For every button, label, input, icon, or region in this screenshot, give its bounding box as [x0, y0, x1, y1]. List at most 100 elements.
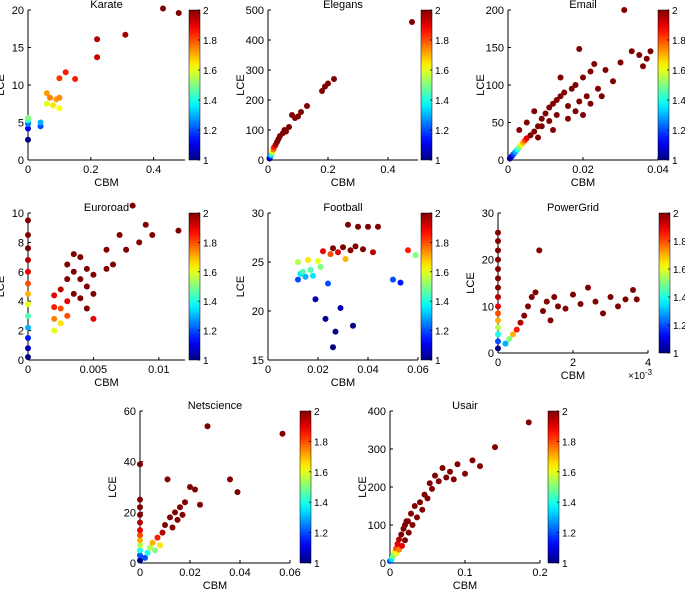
data-point — [137, 532, 143, 539]
colorbar-tick-label: 1.2 — [203, 126, 217, 137]
data-point — [432, 472, 438, 479]
data-point — [402, 537, 408, 544]
y-axis-label: LCE — [107, 476, 119, 497]
x-tick-label: 0 — [495, 357, 501, 369]
data-point — [502, 340, 509, 347]
data-point — [142, 221, 149, 228]
x-axis-label: CBM — [331, 177, 355, 189]
colorbar-tick-label: 1.8 — [672, 36, 685, 47]
data-point — [622, 296, 629, 303]
data-point — [443, 474, 450, 481]
data-point — [25, 301, 31, 308]
panel-email: 0 0.02 0.04 0 50 100 150 200 Email CBM LCE 1 1.2 1.4 1… — [475, 0, 685, 189]
colorbar-tick-label: 1.4 — [672, 96, 685, 107]
x-tick-label: 0.2 — [83, 164, 98, 176]
data-point — [405, 247, 411, 254]
y-tick-label: 100 — [246, 125, 264, 137]
data-point — [495, 310, 501, 317]
data-point — [295, 113, 301, 120]
x-tick-label: 0.005 — [80, 364, 108, 376]
colorbar-tick-label: 1 — [435, 156, 441, 167]
panel-title: Elegans — [323, 0, 363, 11]
panel-title: Football — [323, 202, 362, 214]
y-tick-label: 0 — [380, 558, 386, 570]
data-point — [551, 294, 558, 300]
y-tick-label: 20 — [12, 5, 24, 17]
colorbar-tick-label: 1.4 — [203, 297, 217, 308]
y-tick-label: 30 — [482, 208, 494, 220]
data-point — [295, 259, 301, 265]
colorbar-tick-label: 1.4 — [435, 297, 449, 308]
data-point — [602, 67, 609, 73]
data-point — [43, 90, 50, 97]
data-point — [302, 273, 309, 280]
data-point — [152, 547, 158, 554]
data-point — [283, 128, 289, 135]
data-point — [187, 484, 193, 490]
data-point — [447, 468, 453, 475]
x-tick-label: 0 — [25, 364, 31, 376]
data-point — [360, 246, 366, 253]
y-tick-label: 5 — [18, 118, 24, 130]
data-point — [536, 247, 543, 254]
data-point — [162, 522, 168, 528]
data-point — [325, 80, 331, 87]
data-point — [312, 296, 319, 303]
data-point — [580, 74, 586, 81]
data-point — [300, 268, 306, 275]
data-point — [557, 74, 564, 81]
y-tick-label: 20 — [482, 255, 494, 267]
data-point — [495, 324, 501, 331]
data-point — [57, 286, 64, 293]
colorbar-tick-label: 1.8 — [203, 36, 217, 47]
data-point — [543, 298, 550, 305]
data-point — [177, 504, 183, 511]
data-point — [553, 112, 560, 118]
data-point — [43, 100, 50, 107]
data-point — [322, 315, 329, 322]
y-axis-label: LCE — [465, 272, 477, 293]
data-point — [179, 511, 186, 518]
data-point — [576, 98, 583, 105]
colorbar-tick-label: 1.6 — [562, 468, 576, 479]
data-point — [83, 305, 90, 312]
data-point — [370, 249, 376, 256]
y-tick-label: 50 — [492, 118, 504, 130]
x-tick-label: 0.4 — [146, 164, 161, 176]
colorbar-tick-label: 2 — [435, 6, 441, 17]
data-point — [592, 298, 599, 305]
data-point — [531, 108, 538, 115]
colorbar-tick-label: 1.2 — [562, 529, 576, 540]
data-point — [204, 423, 211, 430]
x-tick-label: 0.1 — [457, 567, 472, 579]
panel-elegans: 0 0.2 0.4 0 100 200 300 400 500 Elegans CBM LCE 1 1.2… — [235, 0, 449, 189]
data-point — [154, 534, 161, 541]
data-point — [561, 89, 568, 96]
data-point — [628, 48, 635, 55]
data-point — [25, 136, 31, 143]
colorbar-tick-label: 1.6 — [314, 468, 328, 479]
y-tick-label: 200 — [246, 95, 264, 107]
data-point — [25, 268, 31, 275]
y-tick-label: 300 — [368, 444, 386, 456]
data-point — [149, 232, 156, 239]
x-tick-label: 0.02 — [179, 567, 200, 579]
colorbar-tick-label: 1.6 — [203, 268, 217, 279]
y-tick-label: 0 — [18, 155, 24, 167]
x-axis-label: CBM — [571, 177, 595, 189]
data-point — [25, 354, 31, 361]
data-point — [495, 345, 501, 352]
data-point — [335, 249, 341, 256]
colorbar-tick-label: 1 — [314, 559, 320, 570]
data-point — [62, 69, 69, 76]
data-point — [279, 430, 286, 437]
panel-title: Karate — [90, 0, 122, 11]
colorbar-tick-label: 2 — [203, 209, 209, 220]
y-tick-label: 15 — [252, 355, 264, 367]
data-point — [600, 310, 606, 317]
x-axis-label: CBM — [203, 580, 227, 592]
x-tick-label: 0 — [387, 567, 393, 579]
x-tick-label: 0.01 — [148, 364, 169, 376]
colorbar-tick-label: 1.2 — [672, 126, 685, 137]
colorbar-tick-label: 1.8 — [203, 238, 217, 249]
